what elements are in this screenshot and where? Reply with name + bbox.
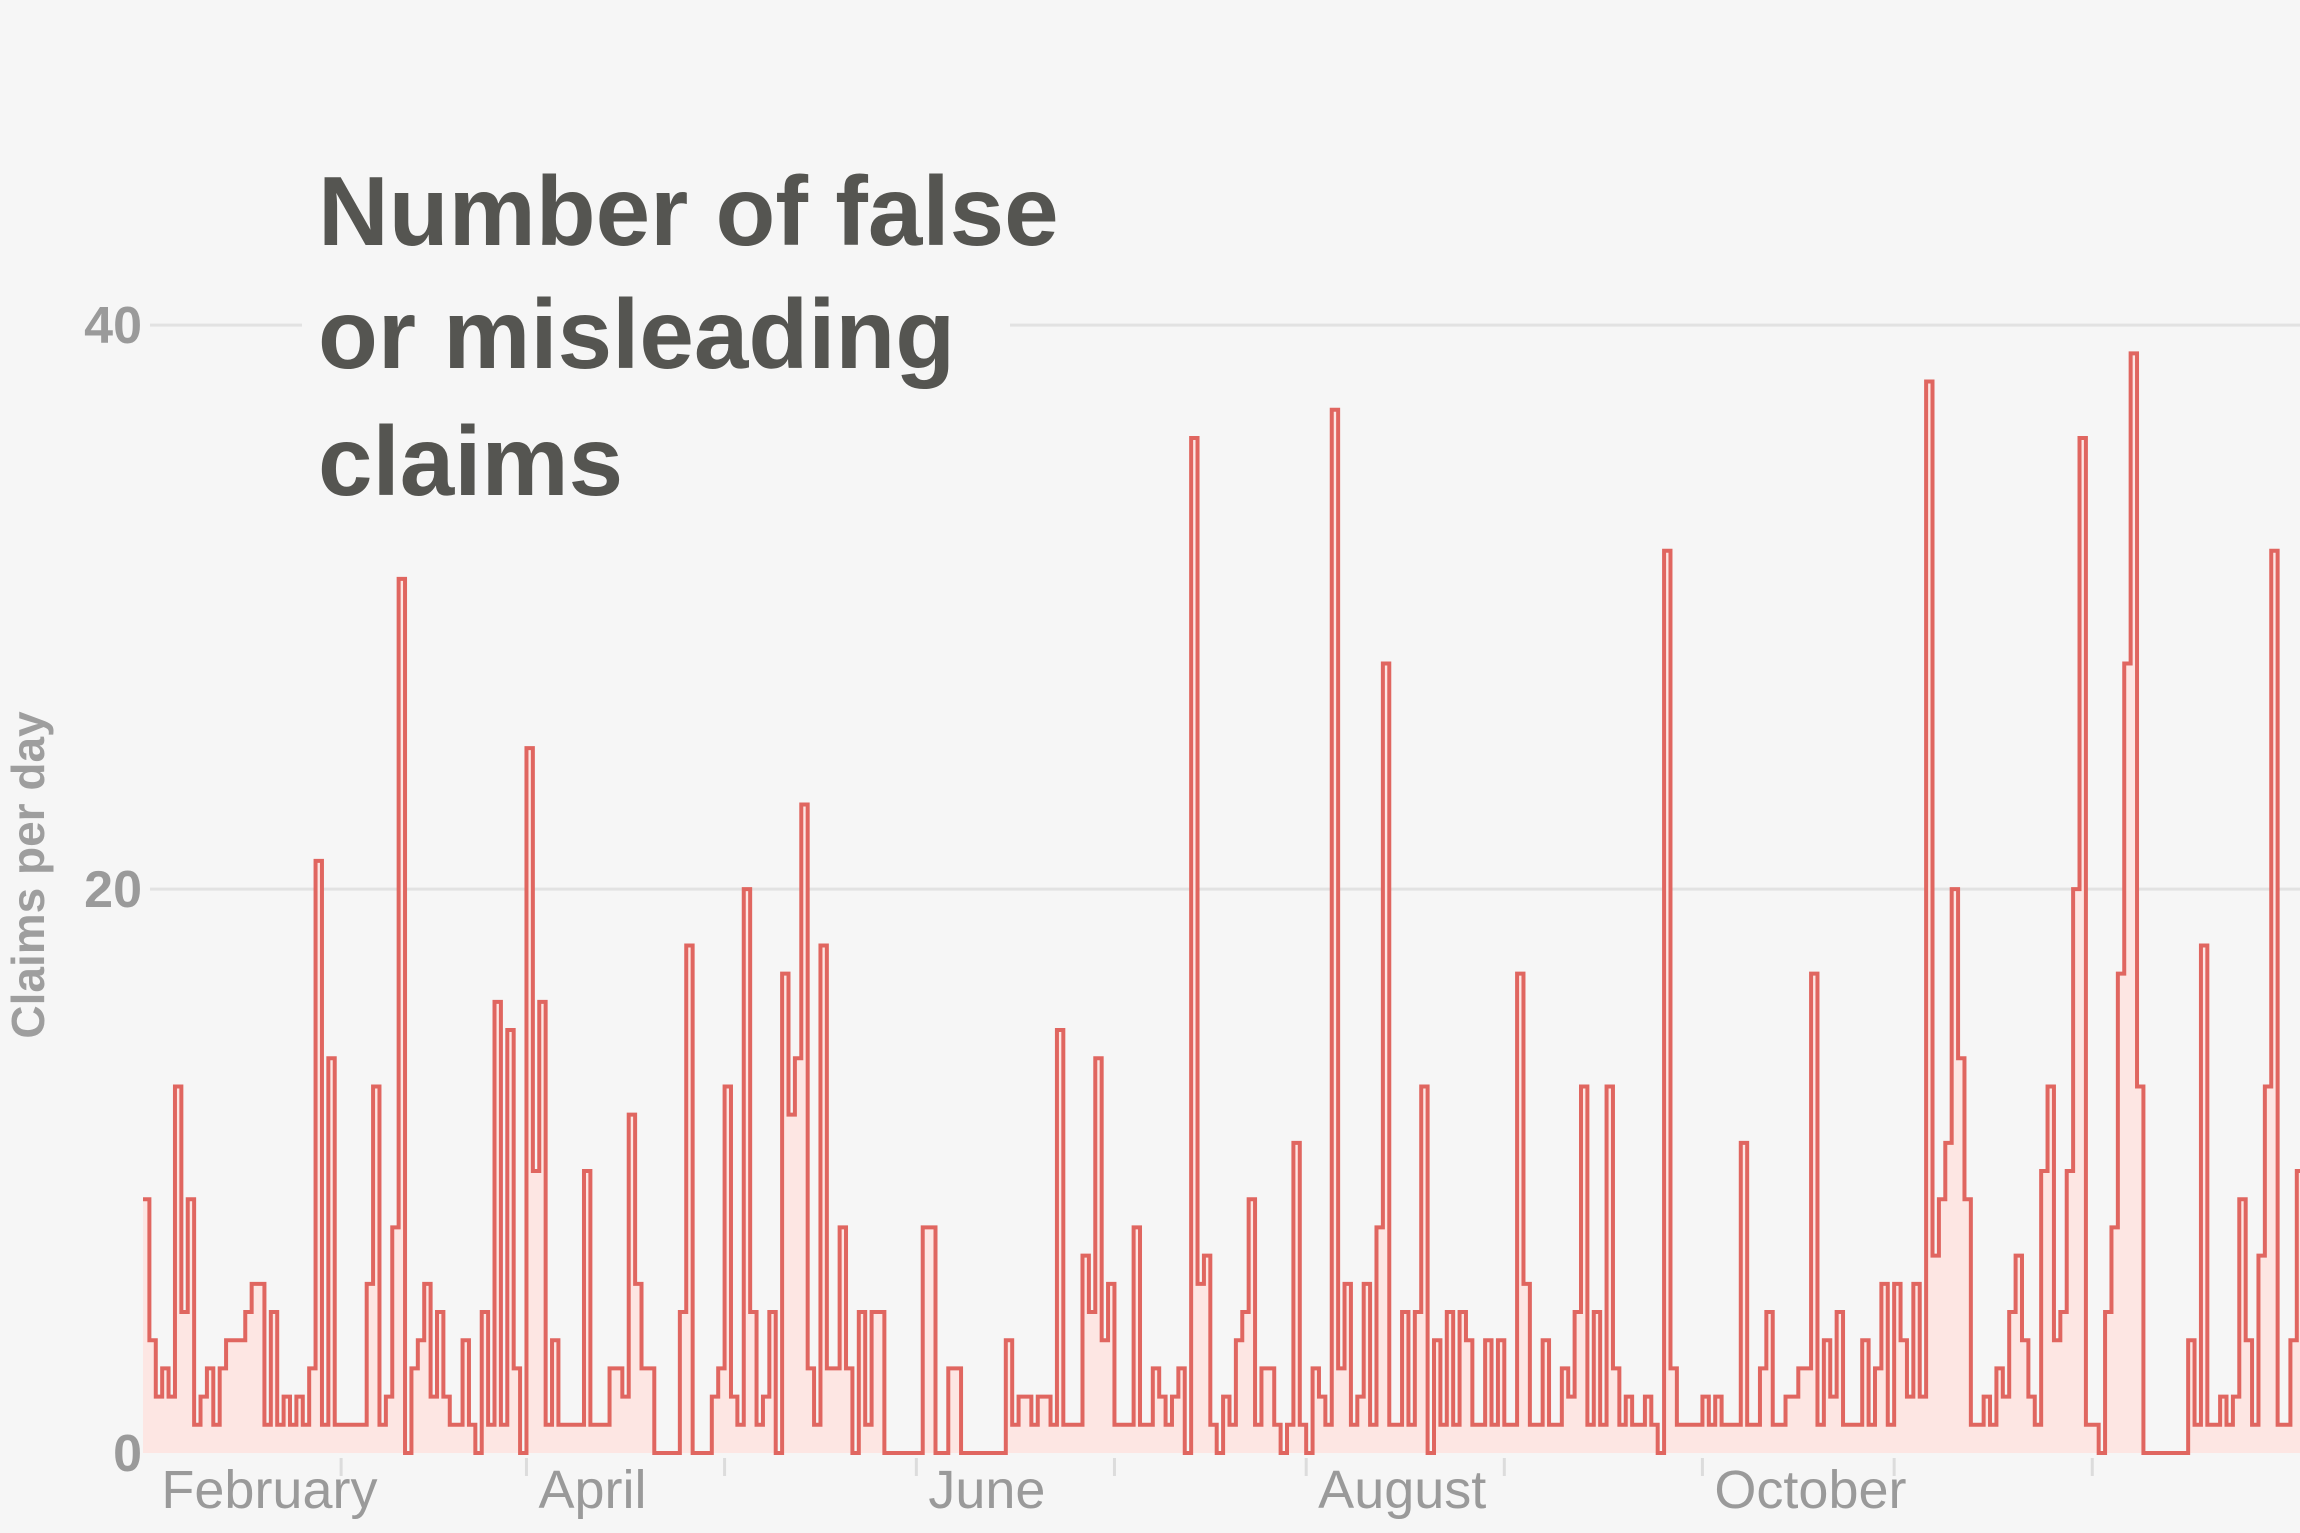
title-line-1: Number of false	[318, 156, 1059, 266]
x-tick-label-october: October	[1714, 1460, 1906, 1520]
title-line-3: claims	[318, 406, 623, 516]
x-axis: February April June August October	[161, 1458, 2094, 1520]
x-tick-label-august: August	[1318, 1460, 1486, 1520]
y-tick-label-40: 40	[84, 297, 142, 355]
series-line	[143, 351, 2300, 1455]
series-area	[143, 351, 2300, 1455]
y-axis-label: Claims per day	[2, 711, 54, 1039]
title-backdrop	[302, 160, 1010, 500]
chart-title: Number of false or misleading claims	[302, 156, 1059, 516]
x-tick-label-february: February	[161, 1460, 377, 1520]
y-axis: 0 20 40	[84, 297, 142, 1483]
title-line-2: or misleading	[318, 279, 955, 389]
y-tick-label-20: 20	[84, 861, 142, 919]
y-tick-label-0: 0	[113, 1425, 142, 1483]
x-tick-label-june: June	[928, 1460, 1045, 1520]
x-tick-label-april: April	[538, 1460, 646, 1520]
